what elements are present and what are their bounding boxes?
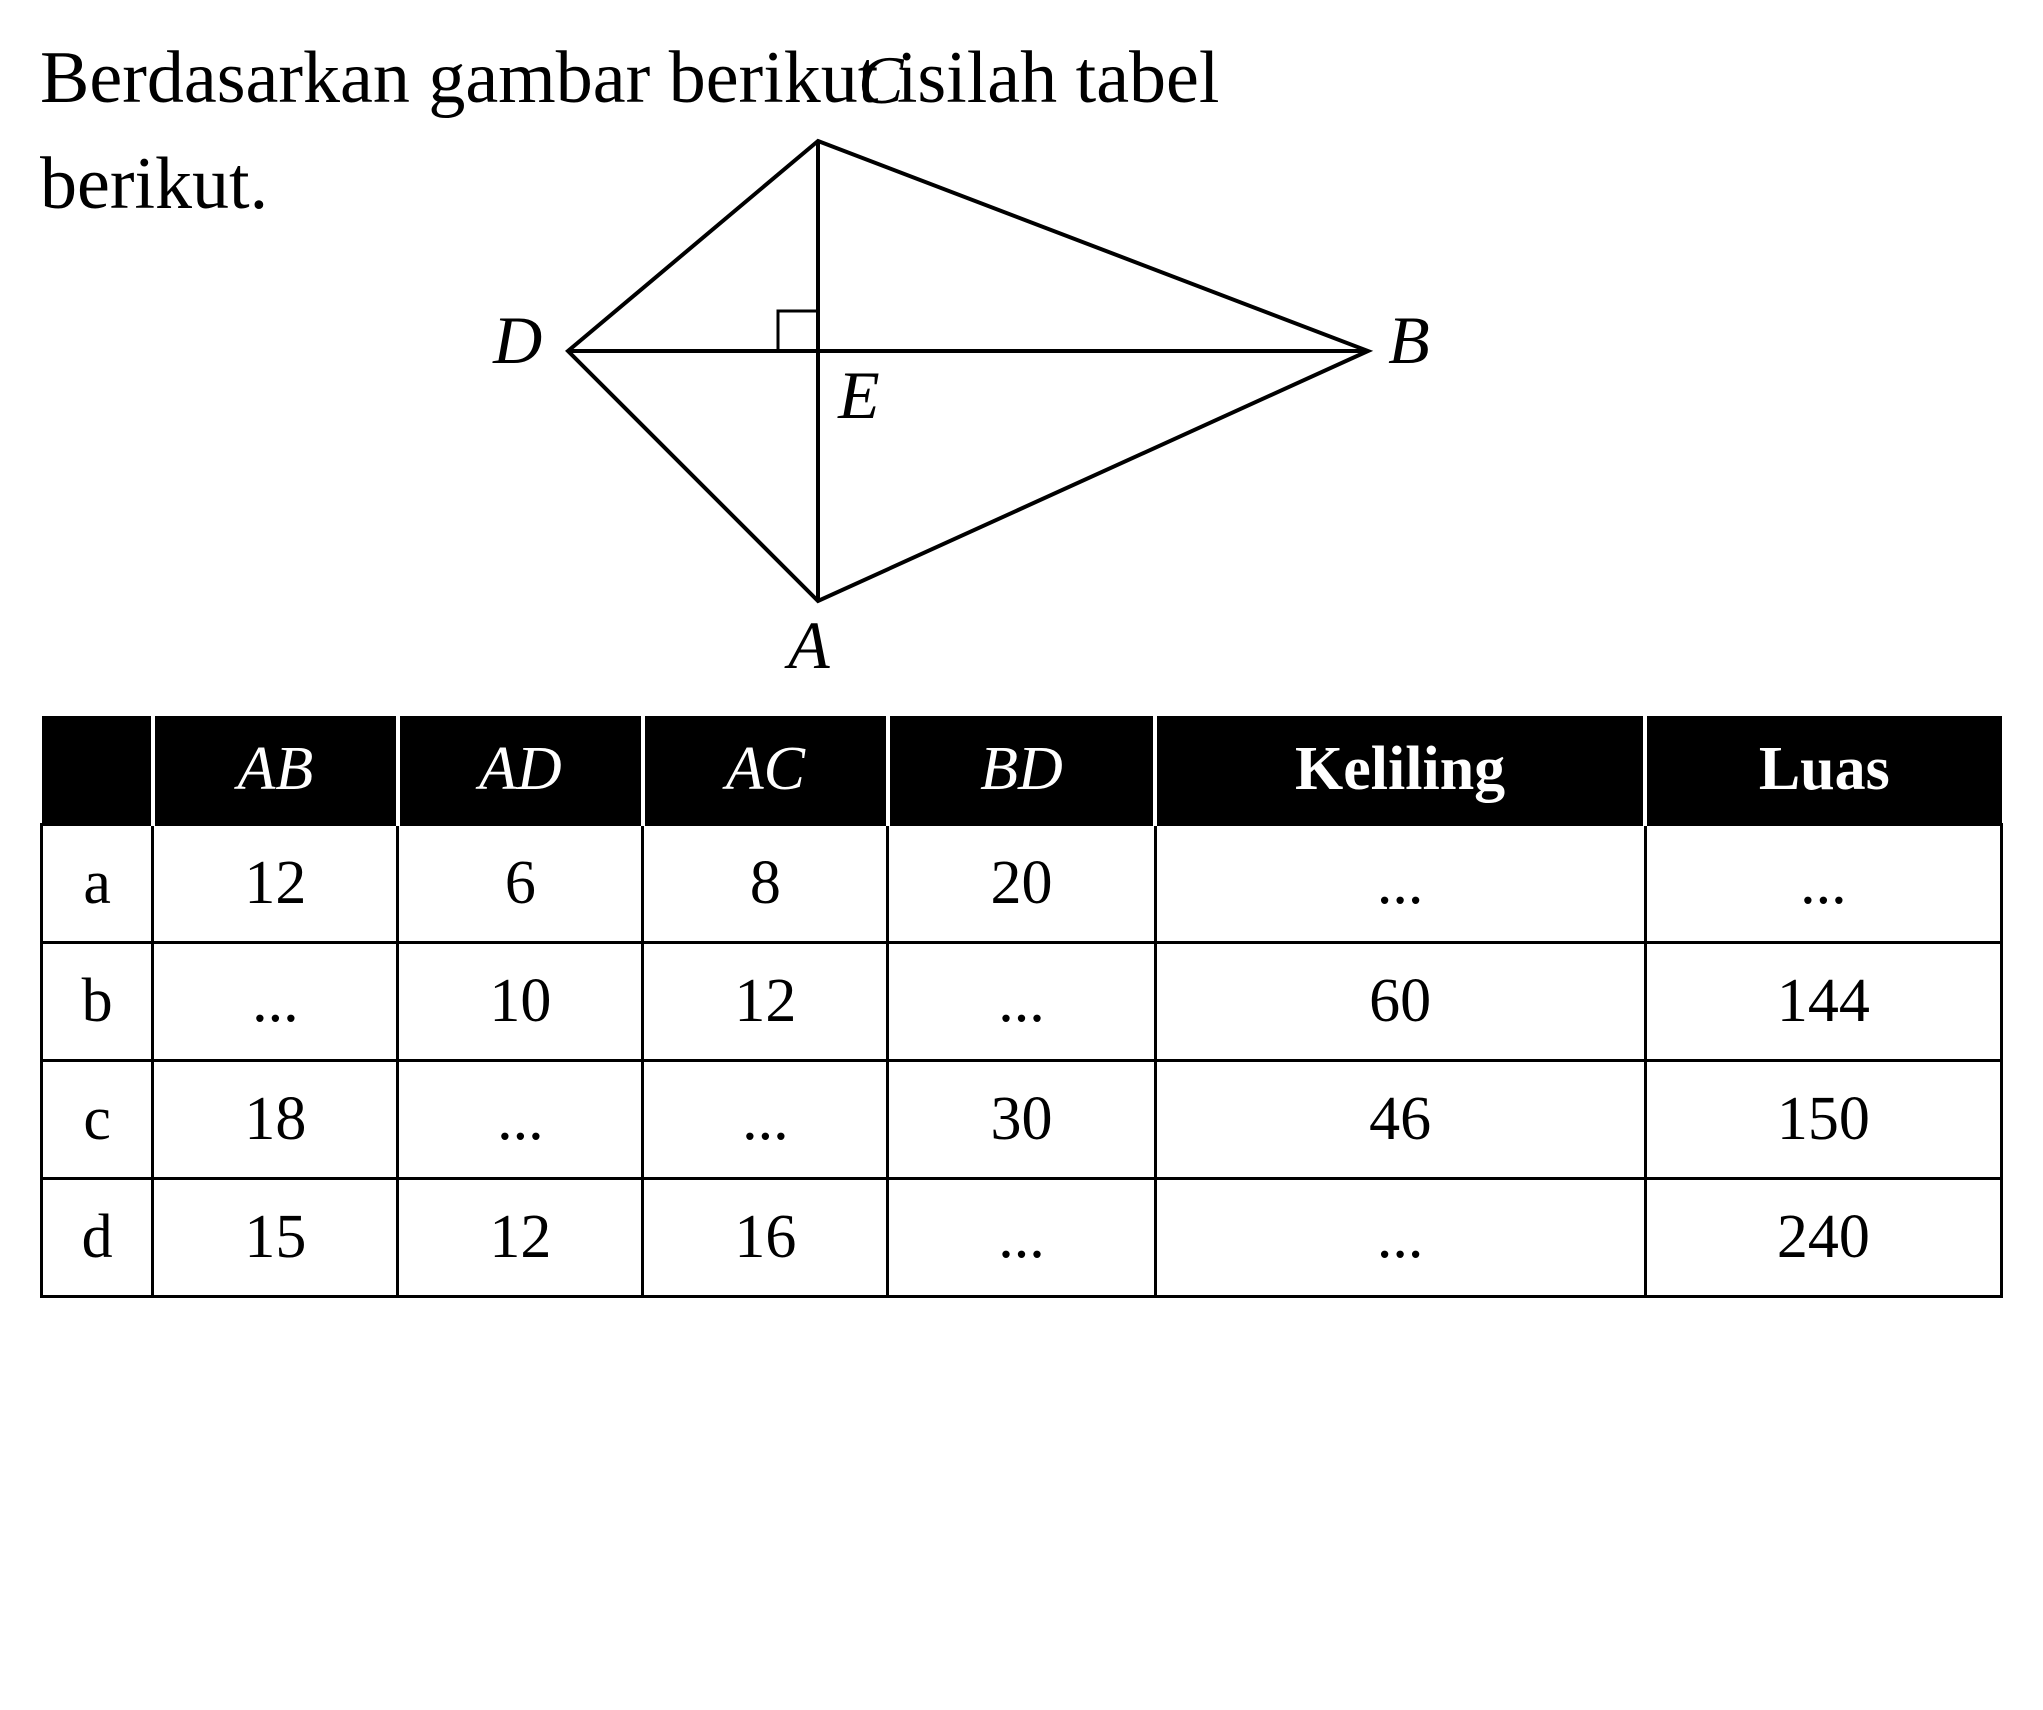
kite-polygon [568, 141, 1368, 601]
row-label-b: b [42, 943, 153, 1061]
header-ad: AD [398, 716, 643, 825]
cell-c-luas: 150 [1645, 1061, 2001, 1179]
cell-c-bd: 30 [888, 1061, 1155, 1179]
cell-b-ad: 10 [398, 943, 643, 1061]
table-row: c 18 ... ... 30 46 150 [42, 1061, 2002, 1179]
cell-a-ad: 6 [398, 825, 643, 943]
vertex-label-e: E [838, 356, 880, 435]
cell-a-luas: ... [1645, 825, 2001, 943]
header-bd: BD [888, 716, 1155, 825]
cell-c-ad: ... [398, 1061, 643, 1179]
right-angle-marker [778, 311, 818, 351]
cell-b-ac: 12 [643, 943, 888, 1061]
table-row: d 15 12 16 ... ... 240 [42, 1179, 2002, 1297]
vertex-label-a: A [788, 606, 830, 685]
cell-d-ad: 12 [398, 1179, 643, 1297]
header-ac: AC [643, 716, 888, 825]
row-label-d: d [42, 1179, 153, 1297]
data-table: AB AD AC BD Keliling Luas a 12 6 8 20 ..… [40, 716, 2003, 1298]
cell-d-keliling: ... [1155, 1179, 1645, 1297]
table-row: b ... 10 12 ... 60 144 [42, 943, 2002, 1061]
cell-c-keliling: 46 [1155, 1061, 1645, 1179]
row-label-a: a [42, 825, 153, 943]
kite-diagram: C B A D E [368, 46, 1468, 686]
cell-c-ac: ... [643, 1061, 888, 1179]
vertex-label-c: C [858, 41, 903, 120]
table-header-row: AB AD AC BD Keliling Luas [42, 716, 2002, 825]
vertex-label-b: B [1388, 301, 1430, 380]
table-row: a 12 6 8 20 ... ... [42, 825, 2002, 943]
vertex-label-d: D [493, 301, 542, 380]
cell-a-bd: 20 [888, 825, 1155, 943]
question-line-2: berikut. [40, 136, 268, 232]
cell-d-ab: 15 [153, 1179, 398, 1297]
cell-a-keliling: ... [1155, 825, 1645, 943]
header-corner [42, 716, 153, 825]
cell-b-keliling: 60 [1155, 943, 1645, 1061]
cell-b-bd: ... [888, 943, 1155, 1061]
header-luas: Luas [1645, 716, 2001, 825]
header-ab: AB [153, 716, 398, 825]
cell-d-luas: 240 [1645, 1179, 2001, 1297]
cell-c-ab: 18 [153, 1061, 398, 1179]
cell-b-luas: 144 [1645, 943, 2001, 1061]
cell-b-ab: ... [153, 943, 398, 1061]
cell-d-bd: ... [888, 1179, 1155, 1297]
cell-a-ab: 12 [153, 825, 398, 943]
cell-a-ac: 8 [643, 825, 888, 943]
cell-d-ac: 16 [643, 1179, 888, 1297]
header-keliling: Keliling [1155, 716, 1645, 825]
row-label-c: c [42, 1061, 153, 1179]
